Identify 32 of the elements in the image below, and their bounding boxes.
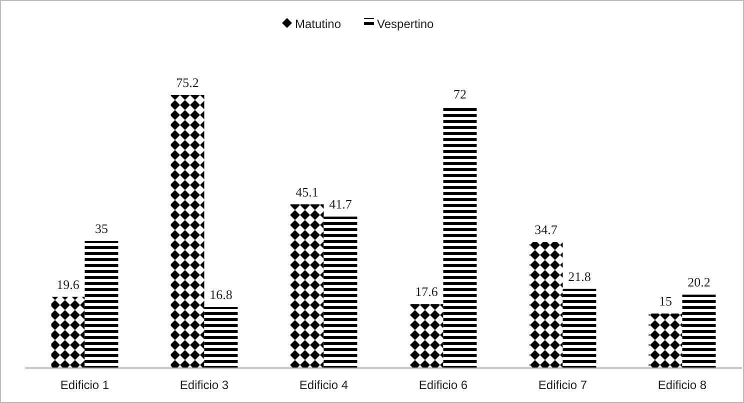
bar	[648, 314, 682, 368]
data-label: 45.1	[296, 184, 318, 200]
bar	[562, 288, 596, 368]
x-tick-label: Edificio 3	[180, 378, 229, 392]
data-label: 41.7	[329, 196, 352, 212]
bar	[443, 106, 477, 368]
data-label: 21.8	[568, 268, 591, 284]
x-tick-label: Edificio 8	[658, 378, 707, 392]
x-tick-label: Edificio 4	[299, 378, 348, 392]
legend-label: Vespertino	[377, 17, 434, 31]
x-tick-label: Edificio 6	[418, 378, 468, 392]
data-label: 16.8	[210, 287, 232, 302]
data-label: 20.2	[688, 274, 710, 290]
bar	[204, 307, 238, 368]
x-tick-label: Edificio 7	[538, 378, 588, 392]
bar	[290, 204, 324, 368]
bar	[324, 216, 358, 368]
data-label: 34.7	[534, 222, 558, 238]
data-label: 75.2	[176, 75, 199, 90]
data-label: 72	[453, 86, 466, 102]
bar	[682, 294, 716, 368]
bar	[410, 304, 444, 368]
x-tick-label: Edificio 1	[60, 378, 110, 392]
data-label: 35	[94, 220, 108, 236]
legend-label: Matutino	[295, 17, 342, 31]
data-label: 15	[659, 294, 672, 309]
bar	[529, 242, 563, 368]
data-label: 17.6	[415, 284, 438, 300]
data-label: 19.6	[56, 276, 80, 292]
bar	[84, 240, 118, 368]
bar	[51, 296, 85, 368]
bar	[170, 95, 204, 368]
